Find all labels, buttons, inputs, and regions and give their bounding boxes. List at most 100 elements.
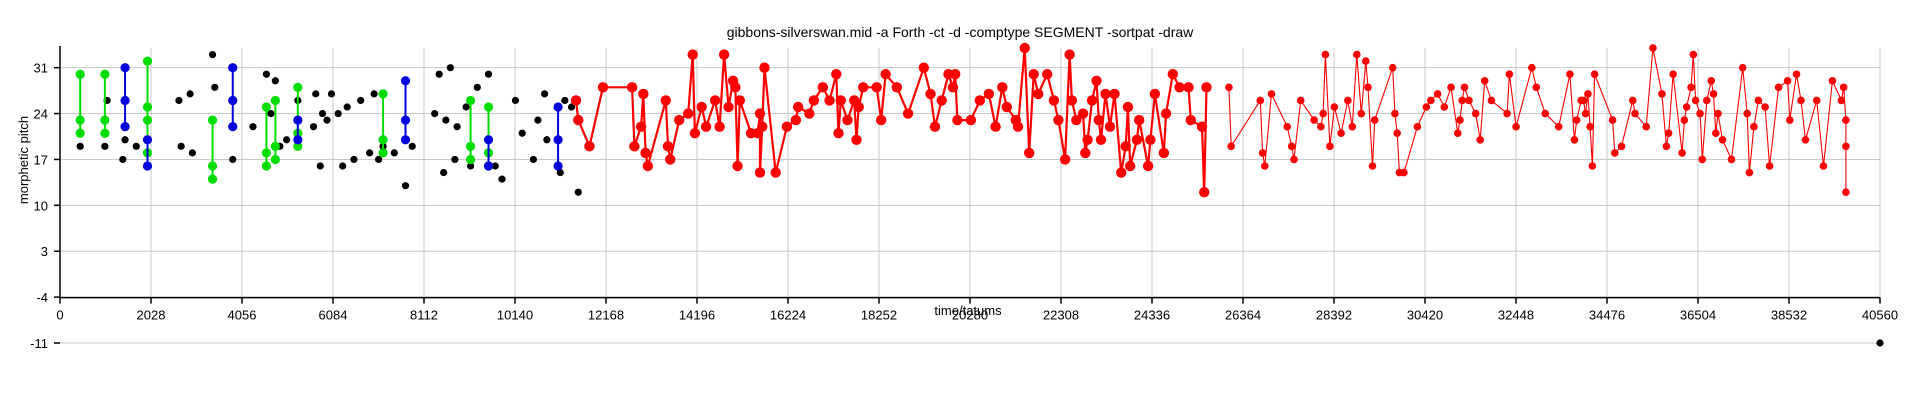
green-point — [465, 154, 476, 165]
red-thin-point — [1440, 103, 1449, 111]
green-point — [207, 115, 218, 125]
red-thin-point — [1642, 122, 1651, 131]
green-point — [207, 161, 218, 171]
y-tick-label: 10 — [34, 198, 48, 213]
green-point — [293, 82, 303, 92]
red-thick-point — [1199, 187, 1210, 198]
black-point — [541, 90, 549, 98]
red-thick-point — [573, 114, 584, 126]
red-thick-point — [1059, 154, 1071, 165]
x-axis-label: time/tatums — [934, 303, 1002, 318]
red-thin-point — [1225, 83, 1233, 92]
red-thick-point — [997, 82, 1008, 93]
red-thin-point — [1819, 162, 1828, 170]
green-point — [207, 174, 218, 184]
red-thin-point — [1348, 122, 1357, 131]
red-thin-point — [1696, 109, 1704, 118]
red-thick-point — [804, 108, 815, 119]
black-point — [208, 50, 217, 59]
red-thick-point — [640, 147, 651, 159]
red-thick-point — [952, 114, 963, 126]
red-thick-point — [851, 134, 862, 145]
red-thin-point — [1584, 90, 1592, 98]
green-point — [270, 154, 280, 165]
green-point — [142, 115, 153, 125]
red-thin-point — [1783, 76, 1792, 85]
blue-point — [120, 122, 130, 132]
red-thin-point — [1750, 122, 1758, 131]
black-point — [442, 116, 450, 124]
red-thin-point — [1718, 135, 1727, 144]
red-thin-point — [1532, 83, 1541, 92]
green-point — [75, 69, 85, 79]
red-thin-point — [1227, 142, 1235, 151]
black-point — [543, 136, 551, 144]
green-point — [100, 128, 110, 138]
red-thin-point — [1588, 162, 1597, 170]
blue-point — [483, 161, 494, 171]
red-thin-point — [1628, 96, 1637, 105]
blue-point — [228, 63, 238, 73]
red-thin-point — [1754, 96, 1763, 105]
x-tick-label: 40560 — [1862, 308, 1898, 323]
black-point — [175, 96, 183, 105]
red-thin-point — [1296, 96, 1305, 105]
red-thin-point — [1570, 135, 1579, 144]
red-thin-point — [1828, 76, 1837, 85]
red-thin-point — [1310, 116, 1318, 124]
red-thin-point — [1391, 109, 1399, 118]
green-point — [378, 135, 388, 145]
blue-point — [142, 135, 153, 145]
red-thin-point — [1287, 142, 1296, 151]
black-point — [357, 96, 365, 105]
blue-point — [553, 102, 563, 112]
series — [75, 42, 1884, 347]
red-thin-point — [1541, 109, 1550, 118]
black-point — [229, 155, 237, 164]
black-point — [451, 155, 459, 164]
black-point — [574, 188, 582, 196]
red-thick-point — [626, 82, 638, 93]
red-thick-point — [665, 154, 676, 165]
red-thin-point — [1572, 116, 1581, 124]
red-thin-point — [1707, 76, 1716, 85]
blue-point — [228, 122, 238, 132]
red-thick-point — [635, 121, 647, 132]
red-thick-point — [974, 95, 986, 106]
red-thick-point — [1104, 121, 1116, 132]
black-point — [518, 129, 526, 137]
red-thin-point — [1590, 70, 1599, 79]
red-thin-point — [1631, 109, 1639, 118]
red-thick-point — [1160, 108, 1172, 119]
red-thin-point — [1458, 96, 1467, 105]
red-thick-point — [891, 82, 903, 93]
red-thin-point — [1258, 149, 1267, 157]
x-tick-label: 10140 — [497, 308, 533, 323]
x-tick-label: 34476 — [1589, 308, 1625, 323]
red-thick-point — [734, 95, 746, 106]
blue-point — [142, 161, 153, 171]
green-point — [465, 95, 476, 106]
red-thin-point — [1608, 116, 1617, 124]
red-thin-point — [1465, 96, 1473, 105]
green-point — [293, 141, 303, 151]
red-thick-point — [683, 108, 694, 119]
black-point — [119, 155, 127, 164]
black-point — [462, 103, 470, 111]
blue-point — [400, 135, 411, 145]
black-point — [121, 136, 129, 144]
red-thick-point — [1071, 114, 1082, 126]
red-thin-point — [1702, 96, 1711, 105]
green-point — [261, 148, 272, 158]
red-thick-point — [597, 82, 609, 93]
green-point — [75, 128, 85, 138]
red-thick-point — [584, 141, 595, 152]
x-tick-label: 22308 — [1043, 308, 1079, 323]
red-thick-line — [574, 46, 1208, 194]
red-thin-point — [1393, 129, 1401, 138]
red-thin-point — [1842, 116, 1850, 124]
x-tick-label: 2028 — [137, 308, 166, 323]
red-thick-point — [1066, 95, 1078, 106]
red-thin-point — [1361, 57, 1370, 65]
red-thick-point — [1196, 121, 1208, 132]
